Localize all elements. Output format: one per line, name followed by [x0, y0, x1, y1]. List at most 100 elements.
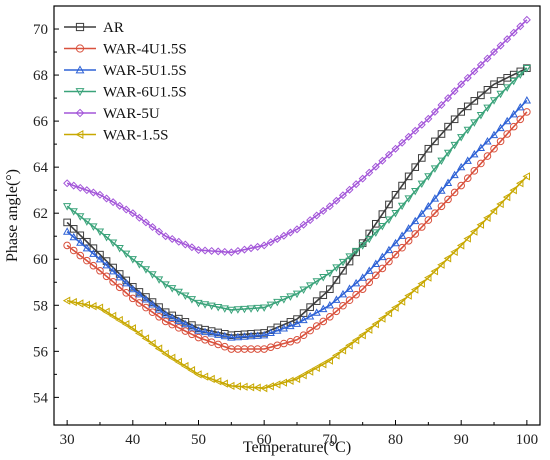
series-marker [167, 353, 176, 362]
series-marker [477, 159, 485, 168]
series-marker [364, 325, 373, 334]
series-marker [476, 143, 486, 151]
series-marker [62, 227, 72, 235]
series-marker [266, 238, 275, 247]
series-marker [424, 114, 433, 123]
series-marker [431, 137, 439, 146]
series-marker [286, 293, 295, 301]
series-marker [378, 252, 387, 261]
series-marker [187, 243, 196, 252]
series-marker [128, 284, 137, 293]
series-marker [411, 216, 420, 225]
series-marker [293, 336, 301, 344]
series-marker [174, 357, 182, 367]
series-marker [286, 321, 295, 330]
series-marker [63, 241, 71, 250]
series-marker [312, 363, 320, 373]
series-marker [325, 356, 333, 365]
x-axis-title: Temperature(°C) [243, 439, 351, 456]
series-marker [483, 213, 491, 222]
series-marker [109, 198, 118, 207]
series-marker [96, 266, 104, 275]
series-marker [62, 296, 71, 305]
series-marker [299, 220, 308, 229]
series-marker [161, 310, 170, 318]
legend-item: WAR-5U1.5S [64, 63, 187, 79]
series-marker [332, 307, 341, 316]
series-marker [476, 60, 485, 69]
series-marker [411, 163, 420, 171]
series-marker [470, 119, 479, 127]
series-marker [404, 237, 413, 245]
series-marker [365, 168, 374, 177]
series-marker [168, 234, 177, 243]
series-marker [391, 303, 399, 312]
series-marker [122, 278, 131, 287]
series-marker [338, 258, 348, 267]
series-marker [404, 132, 413, 141]
series-marker [417, 209, 426, 217]
series-marker [305, 312, 315, 320]
series-marker [305, 282, 315, 290]
series-marker [397, 297, 406, 306]
series-marker [437, 260, 445, 269]
series-marker [358, 174, 367, 183]
legend-label: WAR-6U1.5S [103, 85, 187, 101]
series-marker [457, 134, 466, 142]
legend-item: WAR-1.5S [64, 128, 168, 144]
series-marker [246, 383, 255, 392]
x-tick-label: 100 [516, 432, 539, 448]
series-marker [476, 111, 486, 120]
series-marker [69, 232, 78, 241]
series-marker [339, 301, 347, 310]
series-marker [220, 331, 229, 340]
series-marker [424, 173, 433, 181]
series-marker [141, 218, 150, 227]
x-tick-label: 80 [388, 432, 403, 448]
series-marker [63, 218, 71, 227]
series-marker [187, 323, 197, 331]
series-marker [411, 126, 420, 135]
series-marker [345, 257, 354, 266]
series-marker [509, 109, 518, 118]
series-marker [141, 294, 151, 303]
series-marker [260, 330, 269, 339]
series-marker [227, 333, 236, 341]
series-marker [75, 44, 85, 53]
series-marker [286, 228, 295, 237]
series-marker [293, 315, 301, 323]
series-marker [345, 341, 353, 350]
series-marker [286, 376, 294, 385]
series-marker [384, 150, 393, 159]
series-marker [194, 246, 203, 255]
series-marker [516, 102, 525, 111]
series-marker [391, 190, 400, 199]
series-marker [483, 137, 492, 145]
series-marker [325, 269, 334, 278]
series-marker [233, 382, 242, 391]
series-WAR-5U [63, 15, 531, 257]
series-marker [95, 228, 105, 236]
y-tick-label: 56 [33, 344, 49, 360]
series-marker [181, 319, 190, 328]
series-marker [75, 130, 84, 139]
series-marker [207, 338, 216, 346]
series-marker [345, 253, 354, 261]
series-marker [371, 162, 380, 171]
series-marker [194, 299, 203, 308]
series-marker [312, 297, 321, 305]
series-marker [450, 87, 459, 96]
series-marker [266, 328, 275, 337]
series-marker [483, 54, 492, 63]
series-marker [174, 316, 183, 325]
series-marker [62, 203, 72, 211]
series-marker [411, 187, 420, 196]
series-marker [89, 261, 98, 270]
series-marker [457, 162, 466, 171]
series-marker [240, 382, 248, 391]
series-marker [443, 149, 453, 158]
series-marker [240, 305, 249, 314]
series-marker [430, 267, 439, 276]
series-marker [404, 291, 412, 300]
series-marker [260, 241, 269, 250]
